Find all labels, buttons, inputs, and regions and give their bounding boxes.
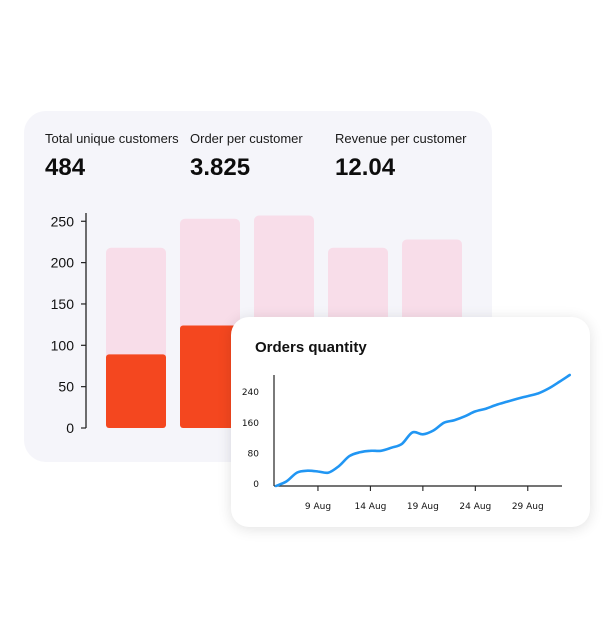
y-tick-label: 0	[66, 420, 74, 436]
y-tick-label: 240	[242, 388, 259, 398]
stat-value: 3.825	[190, 154, 251, 181]
stat-label: Total unique customers	[45, 131, 179, 146]
x-tick-label: 9 Aug	[305, 502, 331, 512]
y-tick-label: 150	[51, 296, 75, 312]
stat-value: 12.04	[335, 154, 396, 181]
stat-order-per-customer: Order per customer 3.825	[190, 131, 303, 182]
bar-highlight	[180, 325, 240, 428]
orders-quantity-card: Orders quantity 240 160 80 0 9 Aug 14 Aug 19 A…	[231, 317, 590, 527]
x-tick-label: 14 Aug	[354, 502, 386, 512]
orders-line-chart: 240 160 80 0 9 Aug 14 Aug 19 Aug 24 Aug 29 Aug	[242, 373, 571, 512]
y-tick-label: 250	[51, 213, 75, 229]
x-tick-label: 29 Aug	[512, 502, 544, 512]
y-tick-label: 50	[58, 379, 74, 395]
stat-label: Order per customer	[190, 131, 303, 146]
y-tick-label: 100	[51, 337, 75, 353]
stat-revenue-per-customer: Revenue per customer 12.04	[335, 131, 467, 182]
y-tick-label: 200	[51, 255, 75, 271]
y-tick-label: 80	[248, 449, 260, 459]
x-tick-label: 19 Aug	[407, 502, 439, 512]
y-tick-label: 0	[253, 480, 259, 490]
series-line-orders	[274, 373, 571, 488]
stat-label: Revenue per customer	[335, 131, 467, 146]
chart-title: Orders quantity	[255, 339, 367, 356]
y-tick-label: 160	[242, 419, 259, 429]
stat-total-unique-customers: Total unique customers 484	[45, 131, 179, 182]
x-tick-label: 24 Aug	[459, 502, 491, 512]
bar-highlight	[106, 354, 166, 428]
stat-value: 484	[45, 154, 86, 181]
